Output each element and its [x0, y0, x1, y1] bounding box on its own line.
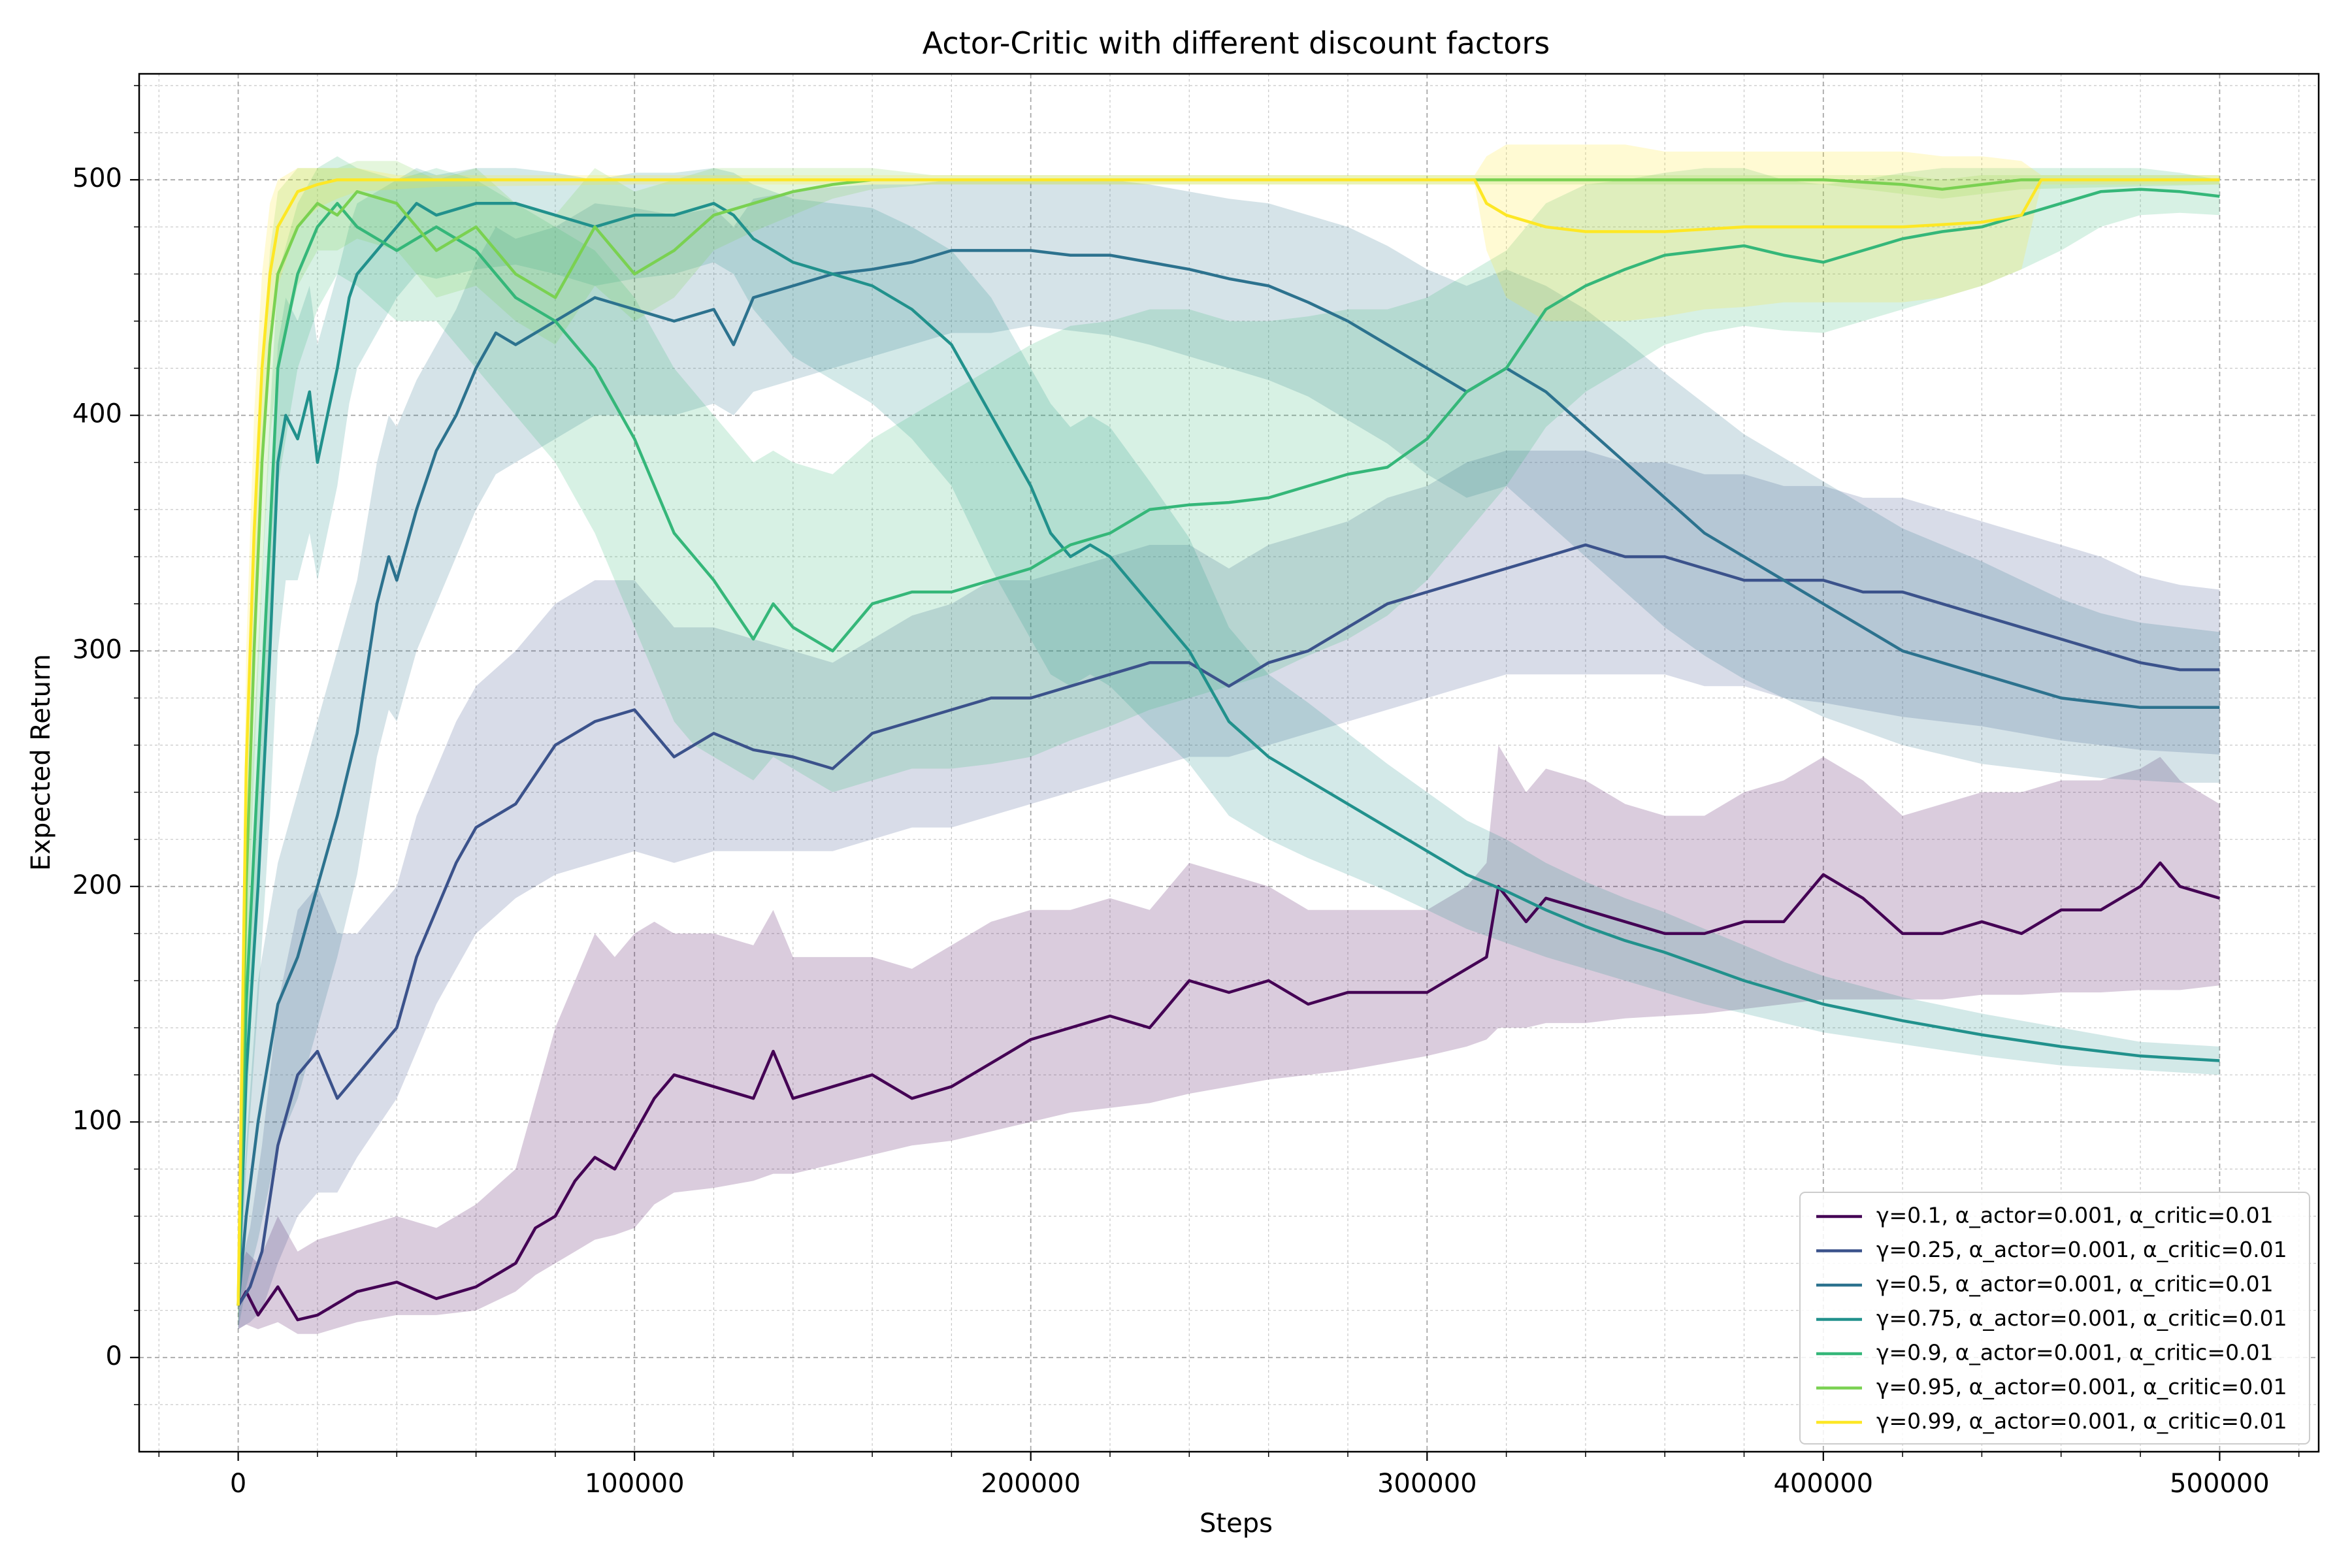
series-band-2	[238, 450, 2220, 1330]
series-band-4	[238, 168, 2220, 1330]
legend-entry: γ=0.9, α_actor=0.001, α_critic=0.01	[1876, 1340, 2274, 1365]
series-band-5	[238, 156, 2220, 1330]
series-line-4	[237, 202, 2220, 1306]
y-tick-label: 400	[73, 399, 122, 429]
x-tick-label: 0	[230, 1469, 246, 1499]
series-line-5	[237, 188, 2220, 1306]
y-axis-ticks: 0 100 200 300 400 500	[73, 85, 139, 1405]
legend-entry: γ=0.1, α_actor=0.001, α_critic=0.01	[1876, 1203, 2274, 1228]
series-band-6	[238, 161, 2220, 1330]
x-tick-label: 500000	[2170, 1469, 2270, 1499]
legend-entry: γ=0.75, α_actor=0.001, α_critic=0.01	[1876, 1305, 2287, 1331]
legend-entry: γ=0.5, α_actor=0.001, α_critic=0.01	[1876, 1271, 2274, 1297]
legend-entry: γ=0.25, α_actor=0.001, α_critic=0.01	[1876, 1237, 2287, 1262]
series-band-7	[238, 144, 2220, 1330]
series-line-7	[237, 178, 2220, 1306]
series-line-3	[237, 249, 2220, 1306]
y-tick-label: 0	[106, 1341, 122, 1371]
x-tick-label: 100000	[585, 1469, 685, 1499]
x-tick-label: 200000	[981, 1469, 1081, 1499]
series-line-2	[237, 543, 2220, 1307]
legend-entry: γ=0.95, α_actor=0.001, α_critic=0.01	[1876, 1374, 2287, 1399]
plot-frame	[138, 73, 2320, 1453]
x-axis-ticks: 0 100000 200000 300000 400000 500000	[158, 1452, 2300, 1499]
chart-title: Actor-Critic with different discount fac…	[923, 25, 1550, 61]
minor-grid	[139, 74, 2319, 1452]
x-tick-label: 300000	[1377, 1469, 1477, 1499]
legend-box	[1799, 1192, 2310, 1445]
y-tick-label: 200	[73, 870, 122, 900]
series-line-6	[237, 178, 2220, 1306]
x-tick-label: 400000	[1773, 1469, 1873, 1499]
y-axis-label: Expected Return	[26, 654, 56, 871]
series-band-1	[238, 745, 2220, 1334]
y-tick-label: 500	[73, 163, 122, 193]
series-bands	[238, 144, 2220, 1334]
y-tick-label: 100	[73, 1105, 122, 1135]
legend-entry: γ=0.99, α_actor=0.001, α_critic=0.01	[1876, 1409, 2287, 1434]
series-lines	[237, 178, 2221, 1322]
series-line-1	[237, 861, 2221, 1322]
y-tick-label: 300	[73, 634, 122, 664]
series-band-3	[238, 180, 2220, 1330]
legend: γ=0.1, α_actor=0.001, α_critic=0.01 γ=0.2…	[1799, 1192, 2310, 1445]
x-axis-label: Steps	[1200, 1509, 1273, 1539]
